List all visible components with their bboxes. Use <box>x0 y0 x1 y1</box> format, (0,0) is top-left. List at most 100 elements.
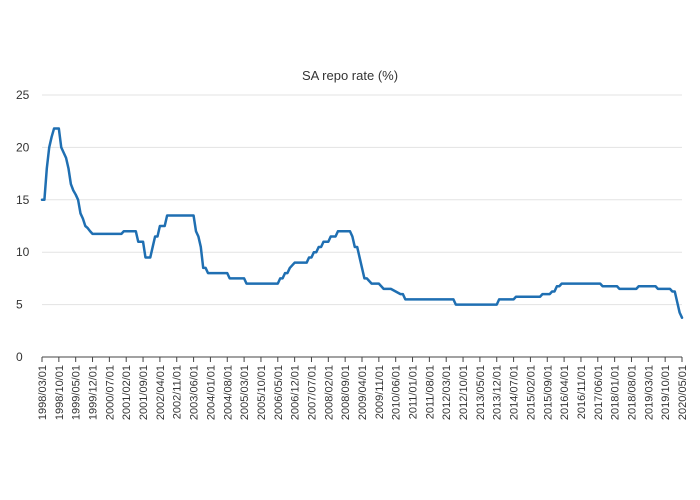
data-point <box>48 146 50 148</box>
data-point <box>91 233 94 235</box>
data-point <box>638 285 640 287</box>
gridlines <box>42 94 682 306</box>
data-point <box>358 256 361 259</box>
data-point <box>277 283 279 285</box>
data-point <box>296 262 298 264</box>
x-tick-label: 2014/07/01 <box>509 365 521 420</box>
data-point <box>82 218 84 220</box>
data-point <box>457 304 459 306</box>
x-tick-label: 2011/01/01 <box>408 365 420 419</box>
data-point <box>171 214 173 217</box>
data-point <box>156 235 159 238</box>
data-point <box>65 157 67 159</box>
data-point <box>176 214 178 217</box>
data-point <box>330 235 332 238</box>
y-tick-label: 0 <box>16 350 23 364</box>
data-point <box>551 290 553 293</box>
series-line <box>40 127 684 319</box>
data-point <box>657 288 659 290</box>
data-point <box>75 193 77 196</box>
data-point <box>356 246 358 248</box>
data-point <box>455 304 457 306</box>
data-point <box>108 233 110 235</box>
data-point <box>197 235 199 238</box>
series-layer <box>40 127 684 319</box>
x-tick-label: 2006/12/01 <box>290 365 302 420</box>
x-tick-label: 2012/10/01 <box>458 365 470 420</box>
x-tick-label: 2013/05/01 <box>475 365 487 420</box>
data-point <box>207 272 209 274</box>
data-point <box>243 277 245 279</box>
data-point <box>549 293 551 295</box>
data-point <box>318 246 320 248</box>
x-tick-label: 2004/08/01 <box>222 365 234 420</box>
data-point <box>46 167 48 169</box>
x-tick-label: 2004/01/01 <box>205 365 217 420</box>
data-point <box>334 235 337 238</box>
data-point <box>496 304 498 306</box>
data-point <box>407 298 409 300</box>
data-point <box>671 290 673 293</box>
data-point <box>192 214 195 217</box>
data-point <box>315 251 317 253</box>
data-point <box>89 230 91 232</box>
data-point <box>337 230 339 232</box>
chart-title: SA repo rate (%) <box>301 68 399 83</box>
data-point <box>558 285 560 287</box>
data-point <box>144 256 147 259</box>
data-point <box>84 225 86 227</box>
x-tick-label: 2010/06/01 <box>391 365 403 420</box>
data-point <box>142 241 144 243</box>
data-point <box>43 199 46 201</box>
x-tick-label: 2000/07/01 <box>104 365 116 420</box>
x-tick-label: 2011/08/01 <box>424 365 436 419</box>
x-tick-label: 2015/09/01 <box>542 365 554 420</box>
data-point <box>173 214 175 217</box>
data-point <box>383 288 385 290</box>
data-point <box>79 212 82 215</box>
x-tick-label: 2008/02/01 <box>323 365 335 420</box>
data-point <box>676 301 678 303</box>
x-tick-label: 2018/01/01 <box>610 365 622 420</box>
data-point <box>51 136 53 138</box>
data-point <box>678 311 681 314</box>
data-point <box>70 183 72 185</box>
x-tick-label: 2009/04/01 <box>357 365 369 420</box>
data-point <box>553 290 556 293</box>
data-point <box>322 241 325 243</box>
data-point <box>149 256 151 259</box>
data-point <box>373 283 375 285</box>
x-tick-label: 2001/09/01 <box>138 365 150 420</box>
data-point <box>387 288 390 290</box>
x-tick-label: 2003/06/01 <box>189 365 201 420</box>
data-point <box>284 272 286 274</box>
data-point <box>635 288 637 290</box>
y-tick-label: 10 <box>16 245 30 259</box>
x-tick-label: 2019/03/01 <box>643 365 655 420</box>
data-point <box>602 285 604 287</box>
x-tick-label: 2001/02/01 <box>121 365 133 420</box>
data-point <box>58 127 60 130</box>
y-tick-label: 20 <box>16 140 30 154</box>
x-tick-label: 2005/10/01 <box>256 365 268 420</box>
data-point <box>681 317 683 319</box>
data-point <box>674 290 676 293</box>
data-point <box>366 277 368 279</box>
data-point <box>541 293 544 295</box>
y-axis: 0 5 10 15 20 25 <box>16 88 30 364</box>
data-point <box>313 251 315 253</box>
x-tick-label: 1999/12/01 <box>88 365 100 420</box>
x-tick-label: 2016/11/01 <box>576 365 588 419</box>
data-point <box>378 283 380 285</box>
data-point <box>452 298 455 300</box>
x-tick-label: 1998/03/01 <box>37 365 49 420</box>
data-point <box>539 296 541 298</box>
x-tick-label: 2020/05/01 <box>677 365 689 420</box>
data-point <box>404 298 406 300</box>
data-point <box>106 233 108 235</box>
data-point <box>618 288 621 290</box>
data-point <box>53 127 55 130</box>
data-point <box>339 230 341 232</box>
x-tick-label: 2018/08/01 <box>626 365 638 420</box>
